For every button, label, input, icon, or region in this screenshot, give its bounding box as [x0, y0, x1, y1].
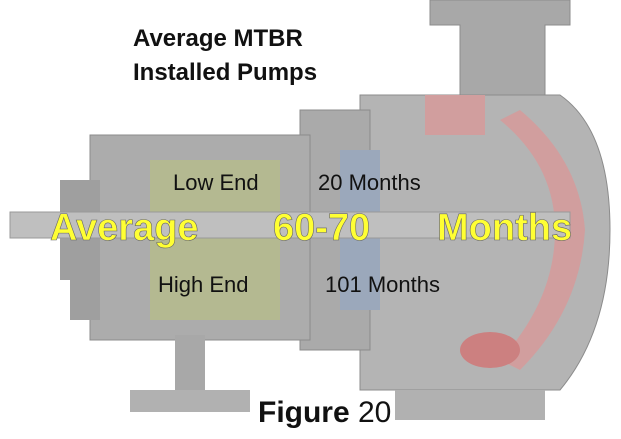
title-line: Installed Pumps: [133, 59, 317, 86]
figure: Average MTBR Installed Pumps Low End 20 …: [0, 0, 621, 439]
average-unit: Months: [437, 207, 572, 249]
high-end-value: 101 Months: [325, 272, 440, 297]
average-value: 60-70: [273, 207, 370, 249]
caption-word: Figure: [258, 396, 350, 429]
average-label: Average: [50, 207, 199, 249]
low-end-value: 20 Months: [318, 170, 421, 195]
title-line: Average MTBR: [133, 25, 303, 52]
low-end-label: Low End: [173, 170, 259, 195]
high-end-label: High End: [158, 272, 249, 297]
caption-number: 20: [358, 396, 391, 429]
